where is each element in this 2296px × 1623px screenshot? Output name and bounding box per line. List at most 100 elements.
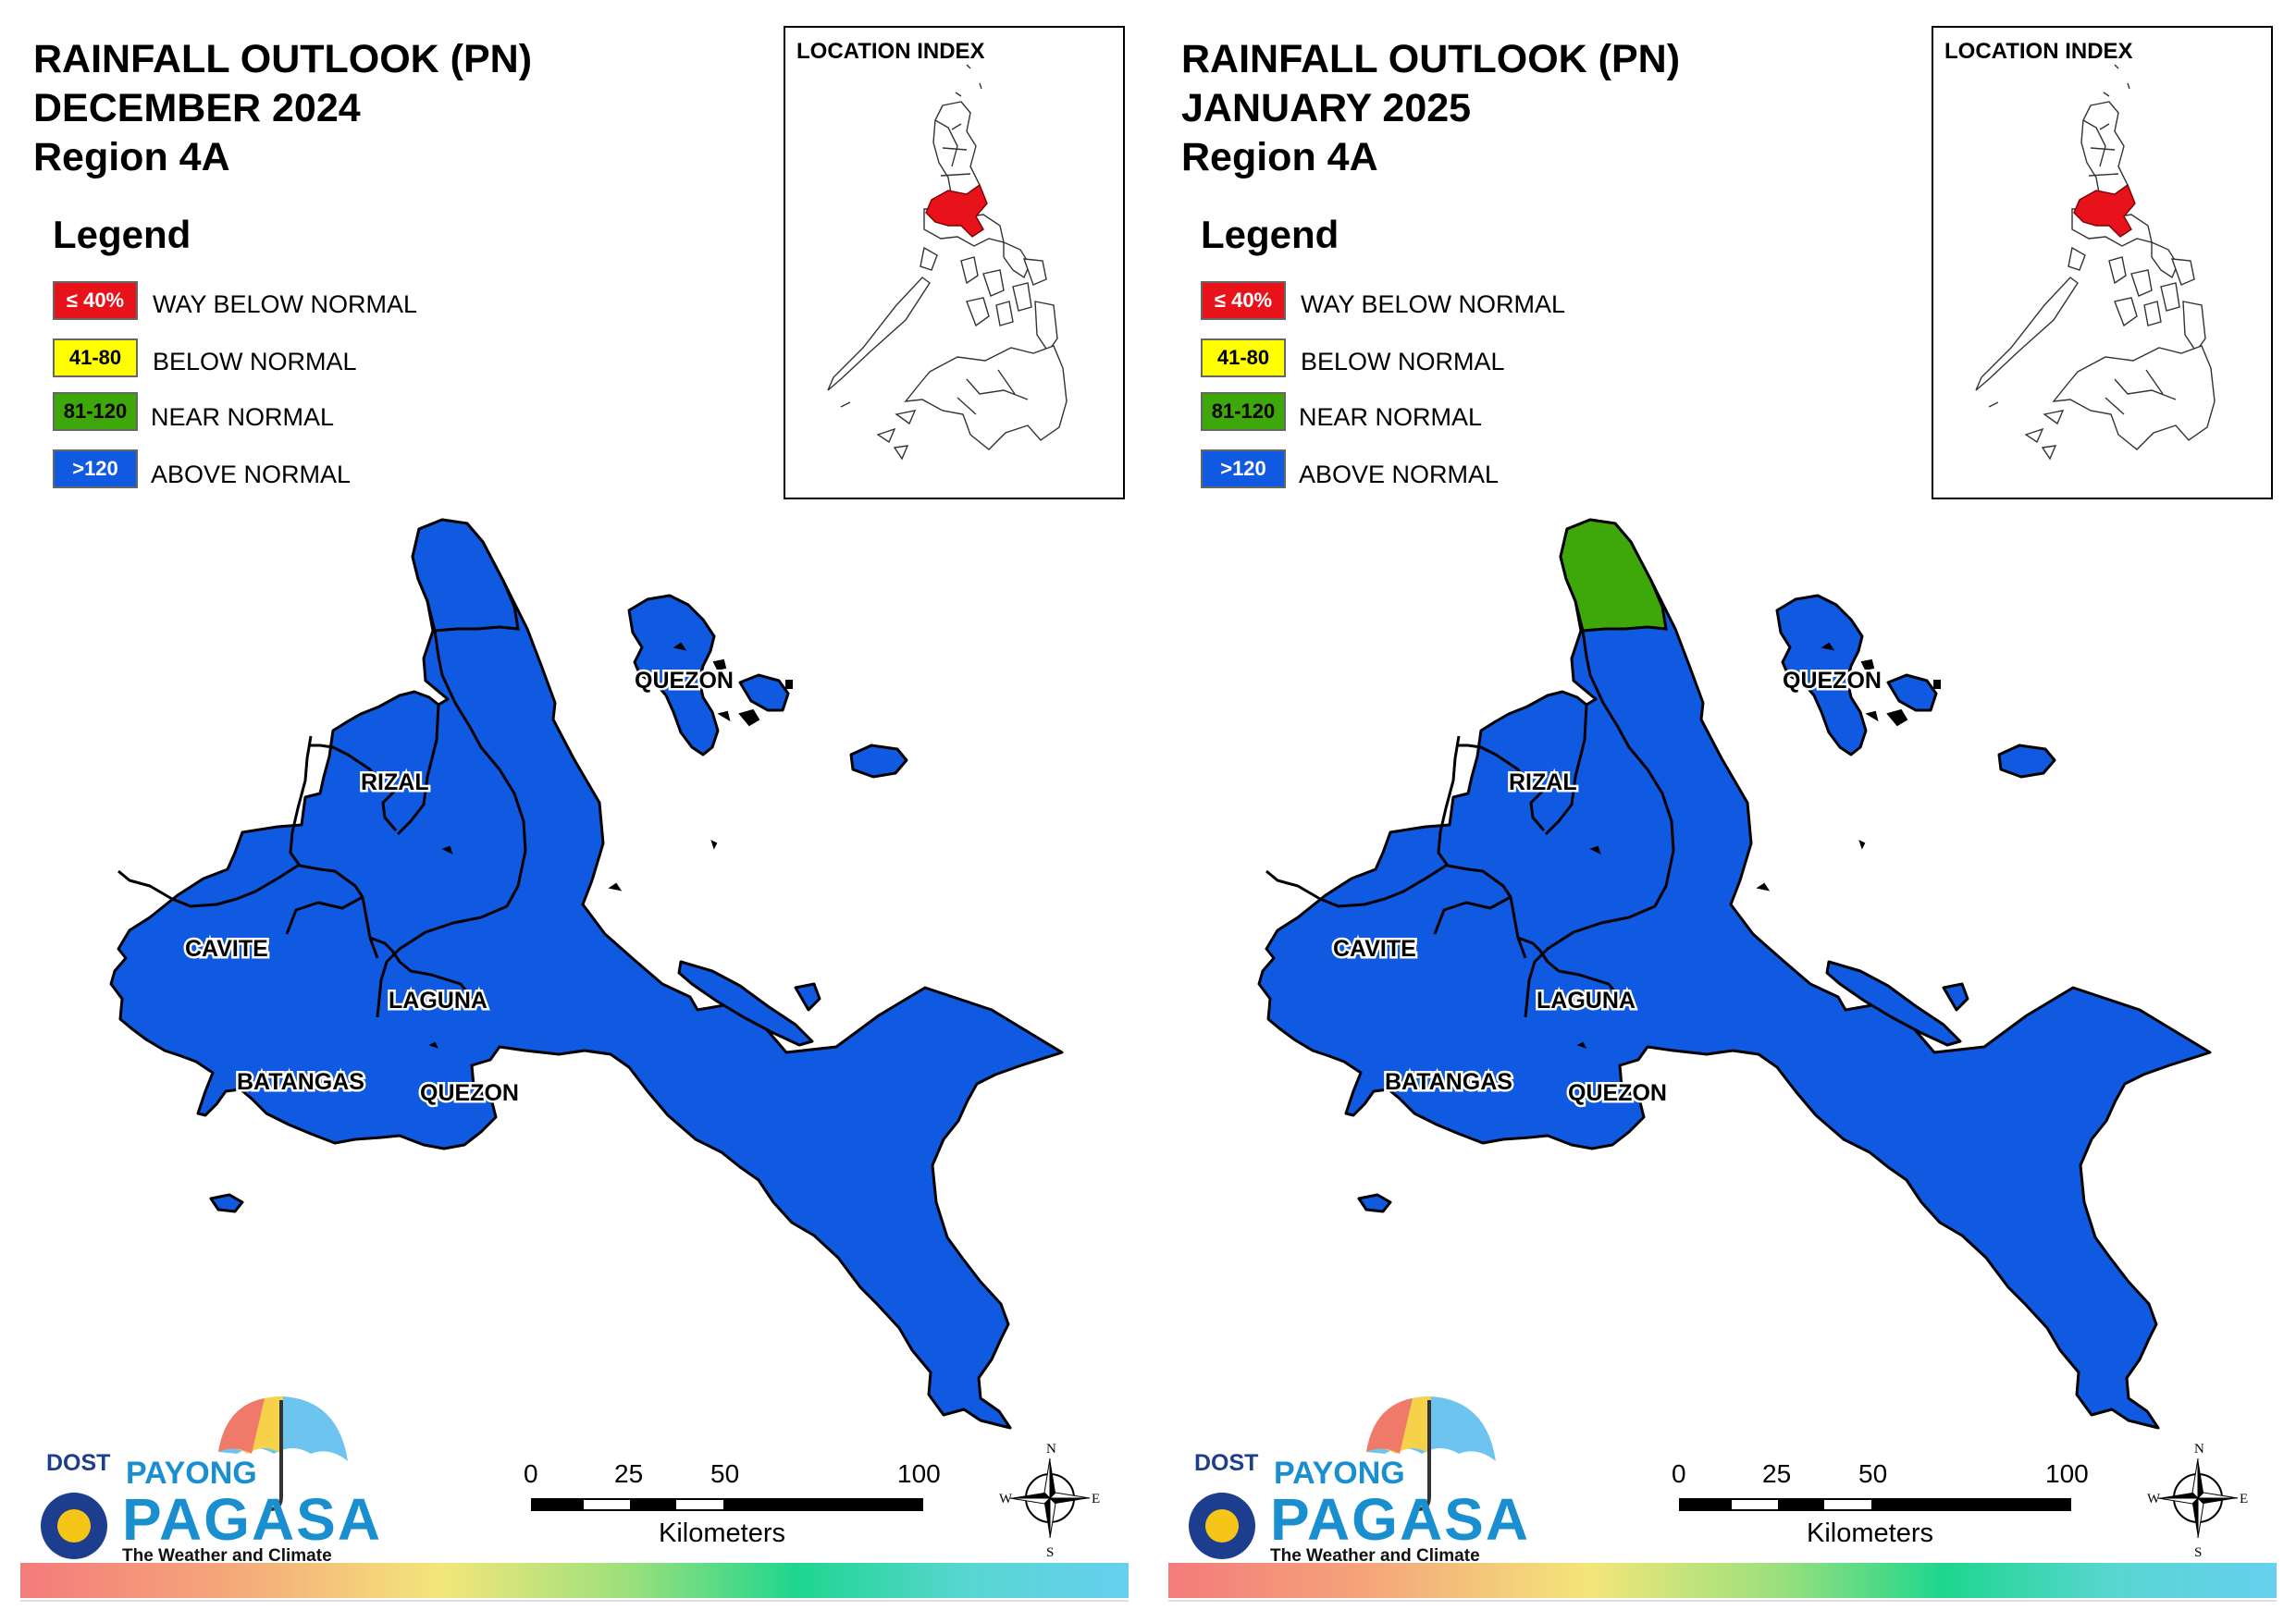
scale-bar-graphic bbox=[1679, 1498, 2071, 1511]
region-4a-highlight bbox=[2073, 183, 2136, 238]
scale-tick: 100 bbox=[897, 1459, 941, 1488]
scale-bar: 0 25 50 100 Kilometers bbox=[524, 1459, 941, 1561]
small-island bbox=[1942, 982, 1969, 1012]
legend-label: WAY BELOW NORMAL bbox=[153, 290, 418, 318]
label-rizal: RIZAL bbox=[361, 769, 429, 795]
map-title-month: DECEMBER 2024 bbox=[33, 86, 361, 130]
location-index-title: LOCATION INDEX bbox=[1944, 39, 2133, 64]
label-quezon-north: QUEZON bbox=[635, 668, 734, 694]
label-batangas: BATANGAS bbox=[1385, 1069, 1512, 1095]
compass-rose-icon: N S E W bbox=[999, 1442, 1100, 1560]
map-title: RAINFALL OUTLOOK (PN) JANUARY 2025 Regio… bbox=[1181, 35, 1680, 182]
philippines-outline-map bbox=[827, 64, 1068, 461]
map-title: RAINFALL OUTLOOK (PN) DECEMBER 2024 Regi… bbox=[33, 35, 532, 182]
scale-tick: 25 bbox=[614, 1459, 644, 1488]
map-title-line: RAINFALL OUTLOOK (PN) bbox=[33, 37, 533, 81]
small-island bbox=[738, 673, 790, 712]
logo-dost-text: DOST bbox=[46, 1450, 111, 1476]
map-landmass bbox=[1257, 518, 2212, 1430]
label-batangas: BATANGAS bbox=[237, 1069, 364, 1095]
logo-pagasa-text: PAGASA bbox=[122, 1486, 383, 1553]
label-cavite: CAVITE bbox=[185, 936, 268, 962]
legend-swatch: 41-80 bbox=[53, 338, 138, 377]
umbrella-icon bbox=[1189, 1396, 1496, 1559]
label-laguna: LAGUNA bbox=[389, 988, 488, 1014]
compass-n: N bbox=[1046, 1442, 1056, 1457]
legend-label: BELOW NORMAL bbox=[1301, 348, 1505, 375]
scale-tick: 25 bbox=[1762, 1459, 1792, 1488]
label-rizal: RIZAL bbox=[1509, 769, 1577, 795]
legend-swatch: 41-80 bbox=[1201, 338, 1286, 377]
compass-e: E bbox=[2240, 1492, 2248, 1506]
north-quezon-area bbox=[411, 518, 520, 633]
scale-tick: 100 bbox=[2045, 1459, 2089, 1488]
legend-label: BELOW NORMAL bbox=[153, 348, 357, 375]
logo-dost-text: DOST bbox=[1194, 1450, 1259, 1476]
label-laguna: LAGUNA bbox=[1537, 988, 1636, 1014]
legend-label: WAY BELOW NORMAL bbox=[1301, 290, 1566, 318]
location-index-inset: LOCATION INDEX bbox=[1932, 26, 2273, 499]
label-quezon-north: QUEZON bbox=[1783, 668, 1882, 694]
legend-label: ABOVE NORMAL bbox=[1299, 461, 1500, 488]
compass-s: S bbox=[2194, 1545, 2202, 1558]
north-quezon-area bbox=[1559, 518, 1668, 633]
small-island bbox=[209, 1193, 244, 1213]
location-index-title: LOCATION INDEX bbox=[796, 39, 985, 64]
scale-unit: Kilometers bbox=[1807, 1518, 1933, 1548]
legend-swatch: 81-120 bbox=[1201, 392, 1286, 431]
compass-w: W bbox=[2147, 1492, 2161, 1506]
outlook-panel-january: RAINFALL OUTLOOK (PN) JANUARY 2025 Regio… bbox=[1148, 0, 2296, 1623]
small-island bbox=[794, 982, 821, 1012]
small-island bbox=[1357, 1193, 1392, 1213]
philippines-outline-map bbox=[1975, 64, 2216, 461]
region-4a-highlight bbox=[925, 183, 988, 238]
province-boundaries bbox=[117, 630, 527, 1018]
province-boundaries bbox=[1265, 630, 1675, 1018]
legend-label: NEAR NORMAL bbox=[1299, 403, 1483, 431]
label-quezon-south: QUEZON bbox=[420, 1080, 519, 1106]
label-cavite: CAVITE bbox=[1333, 936, 1416, 962]
scale-tick: 0 bbox=[524, 1459, 538, 1488]
scale-tick: 50 bbox=[1858, 1459, 1888, 1488]
map-title-month: JANUARY 2025 bbox=[1181, 86, 1472, 130]
legend-swatch: ≤ 40% bbox=[53, 281, 138, 320]
legend-label: NEAR NORMAL bbox=[151, 403, 335, 431]
scale-bar: 0 25 50 100 Kilometers bbox=[1672, 1459, 2089, 1561]
legend-swatch: ≤ 40% bbox=[1201, 281, 1286, 320]
small-island bbox=[1886, 673, 1938, 712]
legend-title: Legend bbox=[1201, 213, 1339, 256]
map-title-region: Region 4A bbox=[33, 135, 230, 179]
outlook-panel-december: RAINFALL OUTLOOK (PN) DECEMBER 2024 Regi… bbox=[20, 26, 1129, 1602]
small-island bbox=[1997, 744, 2056, 779]
compass-e: E bbox=[1092, 1492, 1100, 1506]
compass-w: W bbox=[999, 1492, 1013, 1506]
scale-tick: 50 bbox=[710, 1459, 740, 1488]
logo-payong-text: PAYONG bbox=[1274, 1456, 1405, 1491]
location-index-inset: LOCATION INDEX bbox=[784, 26, 1125, 499]
north-arrow-compass: N S E W bbox=[2147, 1438, 2249, 1560]
umbrella-icon bbox=[41, 1396, 348, 1559]
legend-label: ABOVE NORMAL bbox=[151, 461, 352, 488]
label-quezon-south: QUEZON bbox=[1568, 1080, 1667, 1106]
small-island bbox=[1825, 960, 1962, 1047]
footer-color-strip bbox=[20, 1563, 1129, 1602]
legend-swatch: 81-120 bbox=[53, 392, 138, 431]
legend-swatch: >120 bbox=[53, 449, 138, 488]
region-4a-rainfall-map: QUEZON RIZAL CAVITE LAGUNA BATANGAS QUEZ… bbox=[1257, 518, 2212, 1430]
logo-pagasa-text: PAGASA bbox=[1270, 1486, 1531, 1553]
legend-swatch: >120 bbox=[1201, 449, 1286, 488]
logo-payong-text: PAYONG bbox=[126, 1456, 257, 1491]
polillo-island bbox=[627, 594, 720, 756]
scale-unit: Kilometers bbox=[659, 1518, 785, 1548]
map-landmass bbox=[109, 518, 1064, 1430]
compass-n: N bbox=[2194, 1442, 2204, 1457]
scale-bar-graphic bbox=[531, 1498, 923, 1511]
payong-pagasa-logo: DOST PAYONG PAGASA The Weather and Clima… bbox=[33, 1387, 403, 1586]
payong-pagasa-logo: DOST PAYONG PAGASA The Weather and Clima… bbox=[1181, 1387, 1551, 1586]
polillo-island bbox=[1775, 594, 1868, 756]
north-arrow-compass: N S E W bbox=[999, 1438, 1101, 1560]
scale-tick: 0 bbox=[1672, 1459, 1686, 1488]
footer-color-strip bbox=[1168, 1563, 2277, 1602]
small-island bbox=[849, 744, 908, 779]
legend-title: Legend bbox=[53, 213, 191, 256]
